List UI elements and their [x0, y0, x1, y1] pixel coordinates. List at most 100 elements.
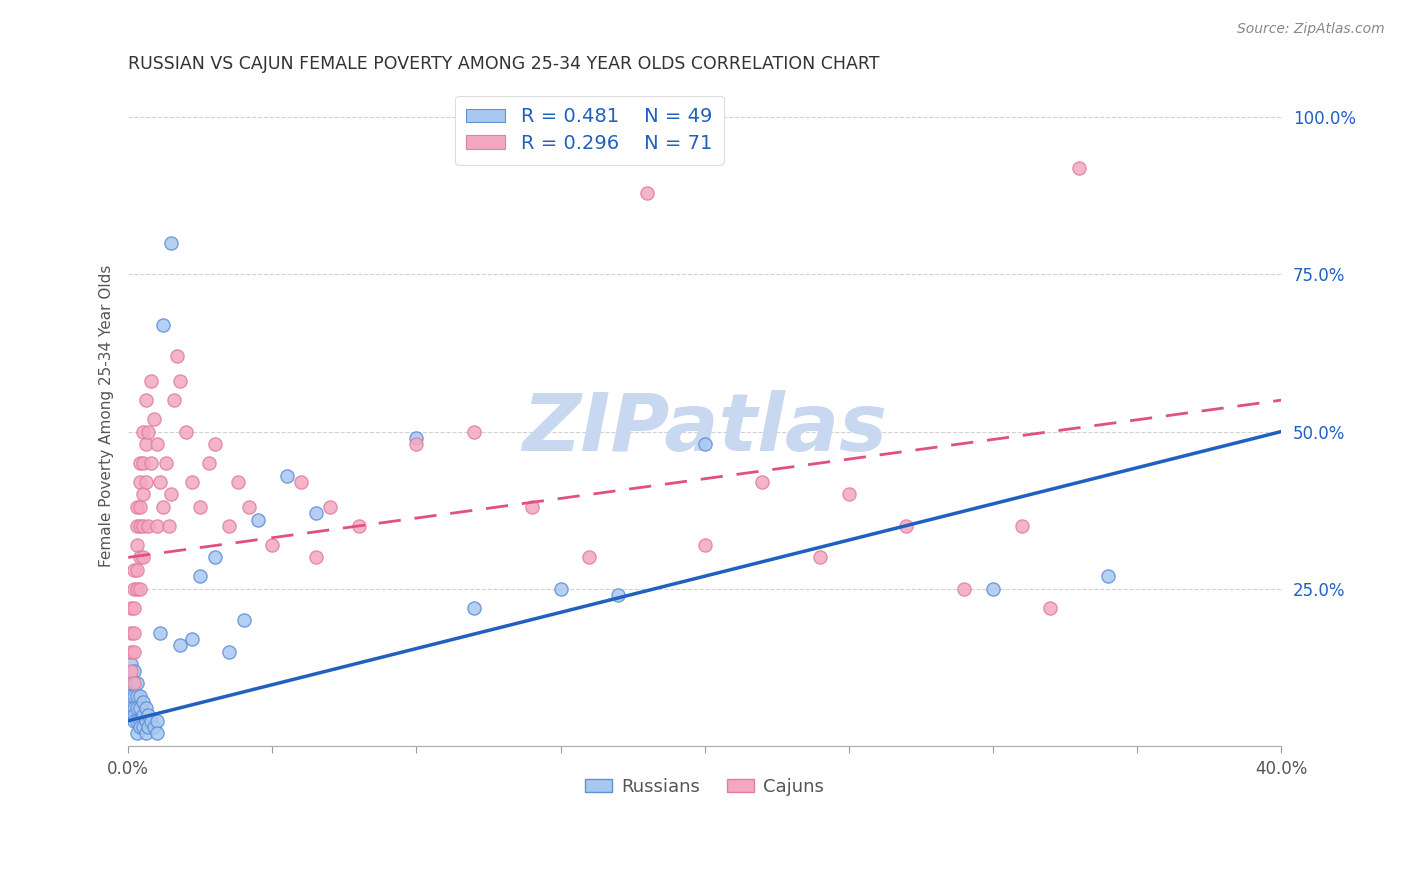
Point	[166, 349, 188, 363]
Point	[122, 600, 145, 615]
Point	[169, 639, 191, 653]
Point	[141, 714, 163, 728]
Point	[290, 475, 312, 489]
Point	[319, 500, 342, 514]
Point	[120, 657, 142, 672]
Point	[693, 437, 716, 451]
Point	[347, 519, 370, 533]
Point	[128, 720, 150, 734]
Point	[262, 538, 284, 552]
Point	[131, 456, 153, 470]
Point	[135, 726, 157, 740]
Point	[131, 550, 153, 565]
Point	[128, 701, 150, 715]
Point	[125, 582, 148, 596]
Point	[122, 625, 145, 640]
Point	[953, 582, 976, 596]
Point	[131, 720, 153, 734]
Point	[163, 393, 186, 408]
Point	[128, 456, 150, 470]
Point	[157, 519, 180, 533]
Point	[128, 500, 150, 514]
Point	[838, 487, 860, 501]
Point	[131, 519, 153, 533]
Y-axis label: Female Poverty Among 25-34 Year Olds: Female Poverty Among 25-34 Year Olds	[100, 265, 114, 567]
Point	[180, 632, 202, 646]
Point	[149, 475, 172, 489]
Point	[125, 689, 148, 703]
Point	[138, 707, 160, 722]
Point	[125, 500, 148, 514]
Point	[122, 676, 145, 690]
Text: Source: ZipAtlas.com: Source: ZipAtlas.com	[1237, 22, 1385, 37]
Point	[122, 714, 145, 728]
Point	[1069, 161, 1091, 175]
Point	[128, 550, 150, 565]
Point	[578, 550, 600, 565]
Point	[238, 500, 260, 514]
Point	[218, 519, 240, 533]
Point	[125, 676, 148, 690]
Point	[204, 550, 226, 565]
Point	[550, 582, 572, 596]
Point	[1039, 600, 1062, 615]
Point	[122, 563, 145, 577]
Point	[146, 437, 169, 451]
Point	[128, 519, 150, 533]
Point	[125, 714, 148, 728]
Point	[125, 726, 148, 740]
Text: RUSSIAN VS CAJUN FEMALE POVERTY AMONG 25-34 YEAR OLDS CORRELATION CHART: RUSSIAN VS CAJUN FEMALE POVERTY AMONG 25…	[128, 55, 880, 73]
Point	[120, 645, 142, 659]
Point	[169, 374, 191, 388]
Point	[218, 645, 240, 659]
Point	[693, 538, 716, 552]
Point	[122, 645, 145, 659]
Point	[125, 563, 148, 577]
Point	[226, 475, 249, 489]
Point	[981, 582, 1004, 596]
Point	[146, 519, 169, 533]
Point	[155, 456, 177, 470]
Point	[125, 701, 148, 715]
Point	[204, 437, 226, 451]
Point	[135, 714, 157, 728]
Point	[125, 538, 148, 552]
Point	[149, 625, 172, 640]
Point	[198, 456, 221, 470]
Point	[135, 393, 157, 408]
Point	[520, 500, 543, 514]
Point	[135, 701, 157, 715]
Point	[143, 412, 166, 426]
Point	[304, 550, 326, 565]
Point	[146, 726, 169, 740]
Point	[138, 720, 160, 734]
Point	[120, 600, 142, 615]
Point	[138, 425, 160, 439]
Point	[128, 714, 150, 728]
Point	[141, 456, 163, 470]
Point	[160, 235, 183, 250]
Point	[1097, 569, 1119, 583]
Point	[152, 318, 174, 332]
Point	[131, 425, 153, 439]
Point	[128, 582, 150, 596]
Point	[122, 664, 145, 678]
Legend: Russians, Cajuns: Russians, Cajuns	[578, 771, 831, 803]
Point	[135, 437, 157, 451]
Point	[122, 707, 145, 722]
Point	[180, 475, 202, 489]
Point	[120, 625, 142, 640]
Point	[405, 437, 427, 451]
Point	[174, 425, 197, 439]
Point	[135, 475, 157, 489]
Point	[128, 689, 150, 703]
Point	[122, 689, 145, 703]
Point	[463, 600, 485, 615]
Point	[188, 500, 211, 514]
Point	[152, 500, 174, 514]
Point	[120, 689, 142, 703]
Point	[131, 695, 153, 709]
Point	[131, 707, 153, 722]
Point	[636, 186, 658, 200]
Point	[131, 487, 153, 501]
